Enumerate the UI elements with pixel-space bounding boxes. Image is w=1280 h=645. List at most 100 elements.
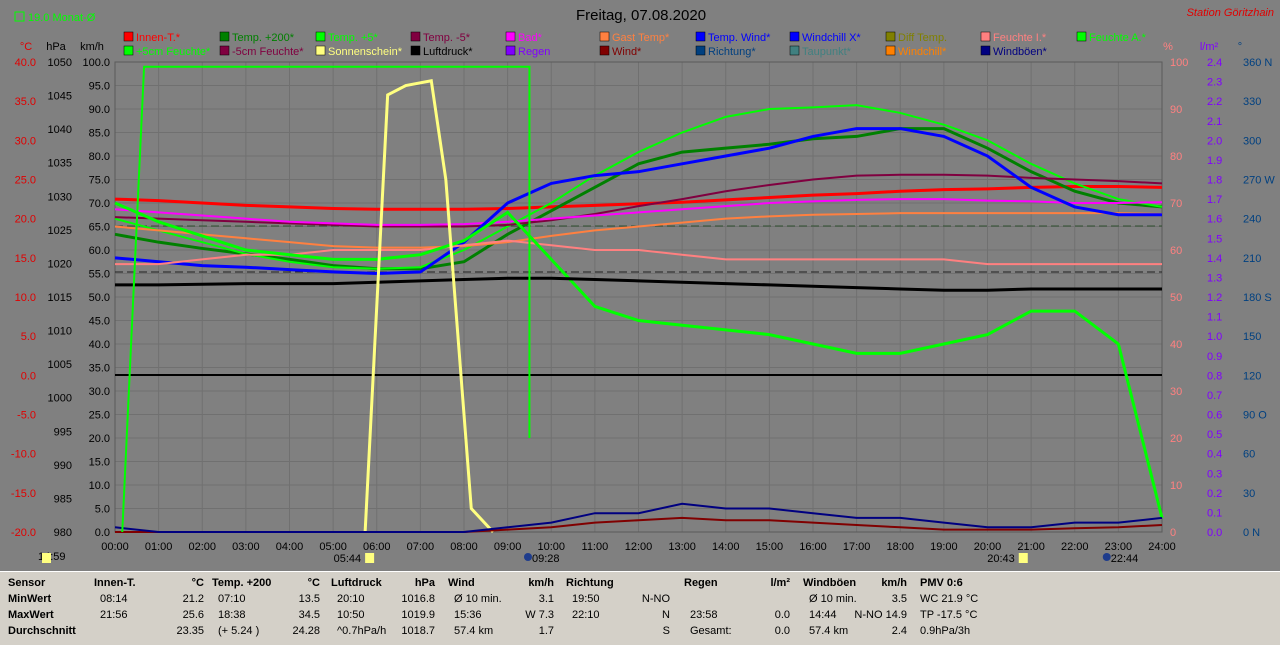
- pressure-tick-label: 985: [54, 493, 72, 505]
- pressure-tick-label: 1010: [48, 326, 72, 338]
- rain-tick-label: 2.2: [1207, 96, 1222, 108]
- legend-swatch: [315, 45, 326, 56]
- chart-header: Freitag, 07.08.2020 Station Göritzhain 19.…: [14, 7, 1274, 24]
- temp-tick-label: 15.0: [15, 253, 36, 265]
- wind-tick-label: 20.0: [89, 433, 110, 445]
- stats-header: Luftdruck: [331, 577, 382, 589]
- direction-tick-label: 30: [1243, 488, 1255, 500]
- stats-time: 14:44: [809, 609, 837, 621]
- pressure-tick-label: 990: [54, 460, 72, 472]
- rain-tick-label: 1.8: [1207, 175, 1222, 187]
- x-tick-label: 14:00: [712, 541, 740, 553]
- series-line: [114, 104, 1163, 270]
- legend-swatch: [219, 31, 230, 42]
- stats-wind: Wind km/h Ø 10 min. 3.1 15:36 W 7.3 57.4 km 1.7: [448, 576, 554, 642]
- humidity-tick-label: 80: [1170, 151, 1182, 163]
- stats-richtung: Richtung 19:50 N-NO 22:10 N S: [566, 576, 670, 642]
- series-line: [115, 276, 1162, 292]
- stats-time: 21:56: [100, 609, 128, 621]
- wind-tick-label: 50.0: [89, 292, 110, 304]
- rain-tick-label: 0.8: [1207, 370, 1222, 382]
- x-tick-label: 15:00: [756, 541, 784, 553]
- x-tick-label: 23:00: [1105, 541, 1133, 553]
- rain-tick-label: 1.1: [1207, 312, 1222, 324]
- weather-chart: 00:00 01:00 02:00 03:00 04:00 05:00 06:00 07:00…: [10, 7, 1276, 565]
- stats-value: 0.0: [774, 609, 790, 621]
- stats-panel: Sensor MinWert MaxWert Durchschnitt Inne…: [0, 571, 1280, 645]
- month-avg-label: 19.0 Monat-Ø: [28, 12, 96, 24]
- pressure-tick-label: 1020: [48, 258, 72, 270]
- rain-tick-label: 1.4: [1207, 253, 1222, 265]
- humidity-tick-label: 40: [1170, 339, 1182, 351]
- stats-unit: l/m²: [770, 577, 790, 589]
- legend-label: Feuchte I.*: [993, 32, 1047, 44]
- x-tick-label: 09:00: [494, 541, 522, 553]
- x-tick-label: 01:00: [145, 541, 173, 553]
- pressure-tick-label: 1015: [48, 292, 72, 304]
- x-tick-label: 02:00: [188, 541, 216, 553]
- wind-tick-label: 55.0: [89, 269, 110, 281]
- stats-header: Innen-T.: [94, 577, 136, 589]
- station-name: Station Göritzhain: [1187, 7, 1274, 19]
- wind-tick-label: 70.0: [89, 198, 110, 210]
- time-marker-moonrise: 22:44: [1111, 553, 1139, 565]
- humidity-tick-label: 30: [1170, 386, 1182, 398]
- stats-header: Temp. +200: [212, 577, 272, 589]
- stats-innen: Innen-T. °C 08:14 21.2 21:56 25.6 23.35: [94, 576, 204, 642]
- legend-swatch: [885, 31, 896, 42]
- direction-unit-label: °: [1238, 41, 1242, 53]
- time-marker-sunrise: 05:44: [334, 553, 362, 565]
- legend-swatch: [410, 31, 421, 42]
- temp-tick-label: 20.0: [15, 214, 36, 226]
- rain-tick-label: 2.3: [1207, 77, 1222, 89]
- direction-tick-label: 270 W: [1243, 175, 1275, 187]
- x-tick-label: 05:00: [319, 541, 347, 553]
- stats-value: 21.2: [182, 593, 204, 605]
- wind-tick-label: 30.0: [89, 386, 110, 398]
- stats-row-label: MaxWert: [8, 609, 54, 621]
- stats-value: 13.5: [298, 593, 320, 605]
- legend-label: Windböen*: [993, 46, 1048, 58]
- direction-tick-label: 60: [1243, 449, 1255, 461]
- humidity-tick-label: 60: [1170, 245, 1182, 257]
- stats-time: 20:10: [337, 593, 365, 605]
- stats-value: 24.28: [292, 625, 320, 637]
- stats-header: Wind: [448, 577, 475, 589]
- rain-tick-label: 0.4: [1207, 449, 1222, 461]
- series-line-humidity-saturation: [121, 65, 531, 533]
- series-line: [114, 185, 1163, 211]
- legend-swatch: [789, 31, 800, 42]
- legend-swatch: [315, 31, 326, 42]
- stats-value: 3.1: [538, 593, 554, 605]
- pressure-tick-label: 1005: [48, 359, 72, 371]
- legend-label: Temp. +5*: [328, 32, 379, 44]
- time-marker-sunset: 20:43: [987, 553, 1015, 565]
- stats-time: Ø 10 min.: [809, 593, 857, 605]
- sun-marker-icon: [1018, 553, 1028, 563]
- stats-time: 08:14: [100, 593, 128, 605]
- stats-time: Ø 10 min.: [454, 593, 502, 605]
- x-tick-label: 13:00: [668, 541, 696, 553]
- stats-regen: Regen l/m² 23:58 0.0 Gesamt: 0.0: [684, 576, 790, 642]
- wind-tick-label: 65.0: [89, 222, 110, 234]
- stats-sensor-header: Sensor: [8, 577, 46, 589]
- stats-time: ^0.7hPa/h: [337, 625, 387, 637]
- stats-value: 23.35: [176, 625, 204, 637]
- legend-label: -5cm Feuchte*: [232, 46, 304, 58]
- legend-swatch: [505, 31, 516, 42]
- stats-unit: km/h: [528, 577, 554, 589]
- x-tick-label: 08:00: [450, 541, 478, 553]
- stats-unit: hPa: [414, 577, 435, 589]
- chart-title: Freitag, 07.08.2020: [576, 7, 706, 24]
- legend-label: Richtung*: [708, 46, 756, 58]
- temp-tick-label: 0.0: [21, 370, 36, 382]
- series-line: [114, 127, 1162, 276]
- chart-legend: Innen-T.* Temp. +200* Temp. +5* Temp. -5* Ba…: [123, 31, 1147, 58]
- stats-value: 0.0: [774, 625, 790, 637]
- x-tick-label: 16:00: [799, 541, 827, 553]
- stats-value: TP -17.5 °C: [920, 609, 978, 621]
- direction-tick-label: 300: [1243, 135, 1261, 147]
- stats-windboeen: Windböen km/h Ø 10 min. 3.5 14:44 N-NO 14.9 57…: [803, 576, 907, 642]
- pressure-tick-label: 995: [54, 426, 72, 438]
- wind-tick-label: 80.0: [89, 151, 110, 163]
